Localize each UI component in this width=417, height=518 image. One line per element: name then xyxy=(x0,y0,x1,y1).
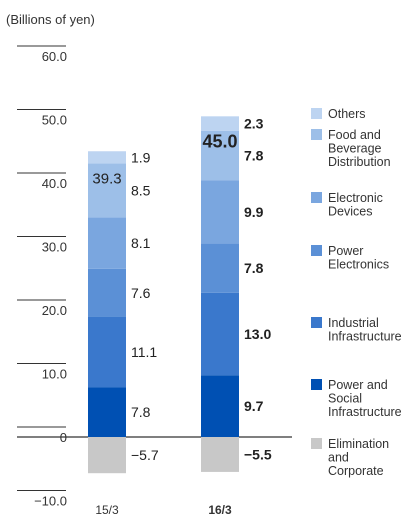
bar-segment xyxy=(88,316,126,388)
legend-swatch xyxy=(311,129,322,140)
y-tick-label: 10.0 xyxy=(42,367,67,382)
bar-segment xyxy=(201,292,239,376)
unit-label: (Billions of yen) xyxy=(6,12,95,27)
bar-segment xyxy=(88,217,126,269)
segment-value-label: 9.9 xyxy=(244,204,264,220)
segment-value-label: 8.1 xyxy=(131,235,151,251)
legend-label: Infrastructure xyxy=(328,330,402,344)
bar-segment xyxy=(88,387,126,437)
legend-label: Electronic xyxy=(328,191,383,205)
legend-swatch xyxy=(311,245,322,256)
legend-label: and xyxy=(328,451,349,465)
y-tick-label: −10.0 xyxy=(34,494,67,509)
legend-label: Infrastructure xyxy=(328,405,402,419)
bar-segment xyxy=(201,180,239,244)
legend-label: Power xyxy=(328,244,363,258)
y-tick-label: 50.0 xyxy=(42,113,67,128)
legend-label: Distribution xyxy=(328,155,391,169)
segment-value-label: 7.8 xyxy=(131,404,151,420)
legend-swatch xyxy=(311,379,322,390)
segment-value-label: 7.6 xyxy=(131,285,151,301)
segment-value-label: 7.8 xyxy=(244,260,264,276)
segment-value-label: 7.8 xyxy=(244,148,264,164)
legend-label: Social xyxy=(328,392,362,406)
segment-value-label: 8.5 xyxy=(131,182,151,198)
segment-value-label: 2.3 xyxy=(244,116,264,132)
segment-value-label: −5.7 xyxy=(131,447,159,463)
legend-swatch xyxy=(311,317,322,328)
segment-value-label: 9.7 xyxy=(244,398,264,414)
y-tick-label: 30.0 xyxy=(42,240,67,255)
x-category-label: 16/3 xyxy=(208,503,232,517)
legend-label: Industrial xyxy=(328,316,379,330)
bar-segment xyxy=(201,130,239,181)
x-category-label: 15/3 xyxy=(95,503,119,517)
bar-segment xyxy=(88,437,126,474)
legend-label: Others xyxy=(328,107,366,121)
legend-label: Devices xyxy=(328,205,372,219)
legend-swatch xyxy=(311,192,322,203)
legend-label: Elimination xyxy=(328,437,389,451)
y-tick-label: 60.0 xyxy=(42,49,67,64)
legend-label: Food and xyxy=(328,128,381,142)
legend-label: Power and xyxy=(328,378,388,392)
legend-swatch xyxy=(311,438,322,449)
segment-value-label: 13.0 xyxy=(244,326,271,342)
bar-segment xyxy=(88,151,126,164)
segment-value-label: 1.9 xyxy=(131,149,151,165)
bar-segment xyxy=(88,163,126,218)
legend-label: Corporate xyxy=(328,464,384,478)
legend-label: Electronics xyxy=(328,258,389,272)
segment-value-label: −5.5 xyxy=(244,446,272,462)
bar-segment xyxy=(201,243,239,293)
legend-label: Beverage xyxy=(328,142,382,156)
bar-segment xyxy=(201,375,239,437)
bar-total-label: 39.3 xyxy=(92,170,121,187)
y-tick-label: 20.0 xyxy=(42,303,67,318)
bar-total-label: 45.0 xyxy=(202,131,237,151)
bar-segment xyxy=(88,268,126,317)
segment-value-label: 11.1 xyxy=(131,344,157,360)
legend-swatch xyxy=(311,108,322,119)
bar-segment xyxy=(201,437,239,472)
y-tick-label: 40.0 xyxy=(42,176,67,191)
bar-segment xyxy=(201,116,239,131)
